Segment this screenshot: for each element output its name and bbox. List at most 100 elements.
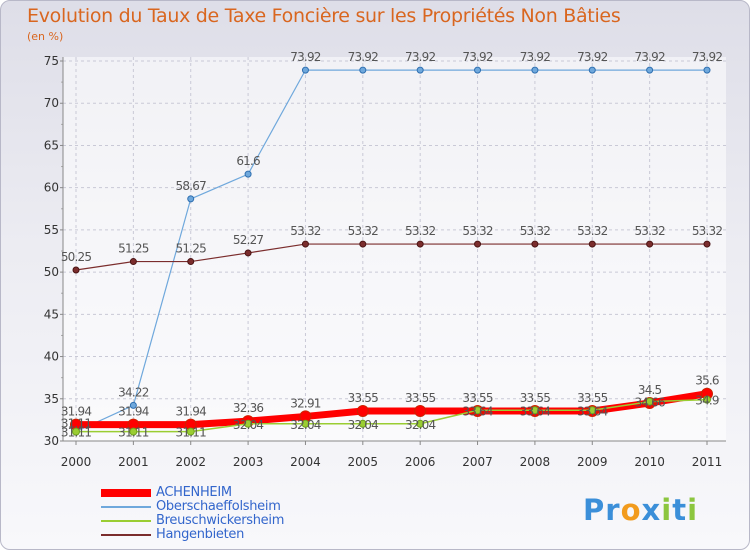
legend-label: ACHENHEIM bbox=[156, 485, 232, 500]
chart-subtitle: (en %) bbox=[27, 30, 64, 43]
point-oberschaeffolsheim bbox=[531, 66, 539, 74]
legend-item-hangenbieten: Hangenbieten bbox=[101, 528, 521, 542]
logo-letter: o bbox=[620, 493, 642, 527]
data-label-breuschwickersheim: 33.64 bbox=[462, 404, 493, 418]
point-breuschwickersheim bbox=[244, 419, 253, 428]
data-label-hangenbieten: 51.25 bbox=[118, 242, 149, 256]
data-label-oberschaeffolsheim: 73.92 bbox=[577, 50, 608, 64]
series-line-achenheim bbox=[72, 390, 711, 429]
point-oberschaeffolsheim bbox=[646, 66, 654, 74]
point-breuschwickersheim bbox=[588, 406, 597, 415]
point-hangenbieten bbox=[129, 258, 137, 266]
series-hangenbieten bbox=[72, 240, 711, 274]
data-label-hangenbieten: 53.32 bbox=[462, 224, 493, 238]
y-tick-label: 35 bbox=[44, 392, 59, 406]
data-label-achenheim: 33.55 bbox=[348, 391, 379, 405]
data-label-breuschwickersheim: 31.11 bbox=[61, 426, 92, 440]
logo-letter: P bbox=[583, 493, 606, 527]
legend-label: Breuschwickersheim bbox=[156, 513, 285, 528]
point-hangenbieten bbox=[474, 240, 482, 248]
legend-item-achenheim: ACHENHEIM bbox=[101, 486, 521, 500]
logo-letter: x bbox=[641, 493, 662, 527]
data-label-oberschaeffolsheim: 61.6 bbox=[236, 154, 260, 168]
point-breuschwickersheim bbox=[645, 397, 654, 406]
y-tick-label: 40 bbox=[44, 350, 59, 364]
point-oberschaeffolsheim bbox=[129, 401, 137, 409]
x-tick-label: 2004 bbox=[290, 455, 321, 469]
point-oberschaeffolsheim bbox=[703, 66, 711, 74]
data-label-hangenbieten: 53.32 bbox=[520, 224, 551, 238]
logo-letter: i bbox=[687, 493, 699, 527]
data-label-breuschwickersheim: 34.9 bbox=[695, 394, 719, 408]
data-label-hangenbieten: 52.27 bbox=[233, 233, 264, 247]
x-tick-label: 2007 bbox=[462, 455, 493, 469]
point-achenheim bbox=[414, 405, 427, 418]
legend: ACHENHEIM Oberschaeffolsheim Breuschwicker… bbox=[101, 486, 521, 542]
x-tick-label: 2005 bbox=[348, 455, 379, 469]
data-label-achenheim: 35.6 bbox=[695, 374, 719, 388]
logo-letter: r bbox=[605, 493, 621, 527]
data-label-oberschaeffolsheim: 73.92 bbox=[634, 50, 665, 64]
logo-letter: i bbox=[661, 493, 673, 527]
x-tick-label: 2006 bbox=[405, 455, 436, 469]
point-breuschwickersheim bbox=[473, 406, 482, 415]
point-breuschwickersheim bbox=[358, 419, 367, 428]
point-breuschwickersheim bbox=[416, 419, 425, 428]
x-tick-label: 2011 bbox=[692, 455, 723, 469]
data-label-achenheim: 31.94 bbox=[61, 405, 92, 419]
x-tick-label: 2010 bbox=[634, 455, 665, 469]
data-label-breuschwickersheim: 31.11 bbox=[176, 426, 207, 440]
y-tick-label: 60 bbox=[44, 181, 59, 195]
y-tick-label: 30 bbox=[44, 434, 59, 448]
data-labels: 50.25 51.25 51.25 52.27 53.32 53.32 53.32 53.32… bbox=[61, 50, 723, 440]
point-hangenbieten bbox=[72, 266, 80, 274]
point-oberschaeffolsheim bbox=[416, 66, 424, 74]
data-label-breuschwickersheim: 33.64 bbox=[520, 404, 551, 418]
data-label-breuschwickersheim: 33.64 bbox=[577, 404, 608, 418]
y-tick-label: 75 bbox=[44, 54, 59, 68]
y-tick-label: 50 bbox=[44, 265, 59, 279]
legend-label: Hangenbieten bbox=[156, 527, 245, 542]
data-label-oberschaeffolsheim: 73.92 bbox=[692, 50, 723, 64]
logo-letter: t bbox=[672, 493, 688, 527]
y-tick-label: 55 bbox=[44, 223, 59, 237]
point-oberschaeffolsheim bbox=[301, 66, 309, 74]
point-hangenbieten bbox=[244, 249, 252, 257]
data-label-hangenbieten: 53.32 bbox=[290, 224, 321, 238]
legend-swatch bbox=[101, 506, 151, 508]
point-hangenbieten bbox=[588, 240, 596, 248]
point-breuschwickersheim bbox=[129, 427, 138, 436]
x-tick-label: 2001 bbox=[118, 455, 149, 469]
data-label-hangenbieten: 51.25 bbox=[176, 242, 207, 256]
data-label-achenheim: 33.55 bbox=[577, 391, 608, 405]
x-tick-label: 2008 bbox=[520, 455, 551, 469]
point-hangenbieten bbox=[531, 240, 539, 248]
point-oberschaeffolsheim bbox=[359, 66, 367, 74]
data-label-achenheim: 33.55 bbox=[462, 391, 493, 405]
data-label-hangenbieten: 50.25 bbox=[61, 250, 92, 264]
point-breuschwickersheim bbox=[703, 395, 711, 404]
data-label-oberschaeffolsheim: 73.92 bbox=[348, 50, 379, 64]
data-label-achenheim: 33.55 bbox=[520, 391, 551, 405]
data-label-breuschwickersheim: 32.04 bbox=[233, 418, 264, 432]
x-tick-label: 2000 bbox=[61, 455, 92, 469]
legend-item-breuschwickersheim: Breuschwickersheim bbox=[101, 514, 521, 528]
data-label-oberschaeffolsheim: 73.92 bbox=[290, 50, 321, 64]
data-label-achenheim: 31.94 bbox=[176, 405, 207, 419]
data-label-achenheim: 34.5 bbox=[638, 383, 662, 397]
grid bbox=[63, 57, 726, 442]
point-hangenbieten bbox=[416, 240, 424, 248]
point-hangenbieten bbox=[646, 240, 654, 248]
data-label-hangenbieten: 53.32 bbox=[405, 224, 436, 238]
data-label-hangenbieten: 53.32 bbox=[634, 224, 665, 238]
series bbox=[70, 66, 713, 436]
point-hangenbieten bbox=[187, 258, 195, 266]
data-label-breuschwickersheim: 32.04 bbox=[405, 418, 436, 432]
data-label-oberschaeffolsheim: 73.92 bbox=[462, 50, 493, 64]
point-hangenbieten bbox=[301, 240, 309, 248]
point-breuschwickersheim bbox=[186, 427, 195, 436]
point-hangenbieten bbox=[703, 240, 711, 248]
point-hangenbieten bbox=[359, 240, 367, 248]
